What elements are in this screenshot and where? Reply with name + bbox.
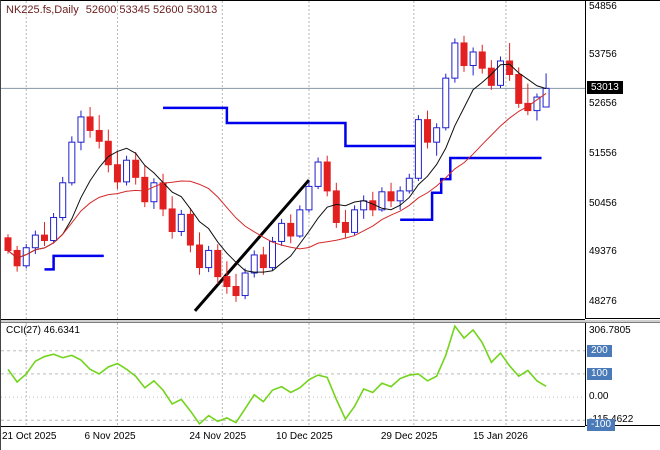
price-axis-label: 51556 [589, 148, 617, 160]
main-price-pane[interactable]: NK225.fs,Daily 52600 53345 52600 53013 [1, 1, 585, 320]
price-chart-canvas[interactable] [1, 1, 585, 319]
cci-max-label: 306.7805 [589, 325, 631, 336]
price-axis-label: 49376 [589, 246, 617, 258]
price-axis-label: 52656 [589, 98, 617, 110]
price-axis-label: 53756 [589, 48, 617, 60]
time-axis-label: 21 Oct 2025 [2, 431, 57, 442]
chart-title: NK225.fs,Daily 52600 53345 52600 53013 [6, 4, 224, 16]
current-price-badge: 53013 [587, 81, 623, 95]
pane-divider[interactable] [1, 320, 660, 323]
cci-level-badge: -100 [587, 419, 616, 432]
price-axis-label: 50456 [589, 197, 617, 209]
time-axis-label: 6 Nov 2025 [84, 431, 136, 442]
cci-level-badge: 100 [587, 367, 612, 380]
time-axis-label: 24 Nov 2025 [189, 431, 247, 442]
ohlc-readout: 52600 53345 52600 53013 [85, 4, 218, 16]
time-axis-label: 10 Dec 2025 [275, 431, 333, 442]
price-axis: 54856 53756 52656 51556 50456 49376 48276 53013 [585, 1, 660, 319]
time-axis-label: 29 Dec 2025 [380, 431, 438, 442]
symbol-period-label: NK225.fs,Daily [6, 4, 79, 16]
price-axis-label: 54856 [589, 1, 617, 12]
cci-level-badge: 200 [587, 344, 612, 357]
price-axis-label: 48276 [589, 296, 617, 308]
cci-indicator-label: CCI(27) 46.6341 [6, 325, 80, 336]
time-axis: 21 Oct 2025 6 Nov 2025 24 Nov 2025 10 Dec 2… [1, 427, 660, 450]
time-axis-label: 15 Jan 2026 [472, 431, 528, 442]
cci-zero-label: 0.00 [589, 391, 609, 403]
cci-indicator-pane[interactable]: CCI(27) 46.6341 [1, 323, 585, 427]
cci-chart-canvas[interactable] [1, 323, 585, 426]
